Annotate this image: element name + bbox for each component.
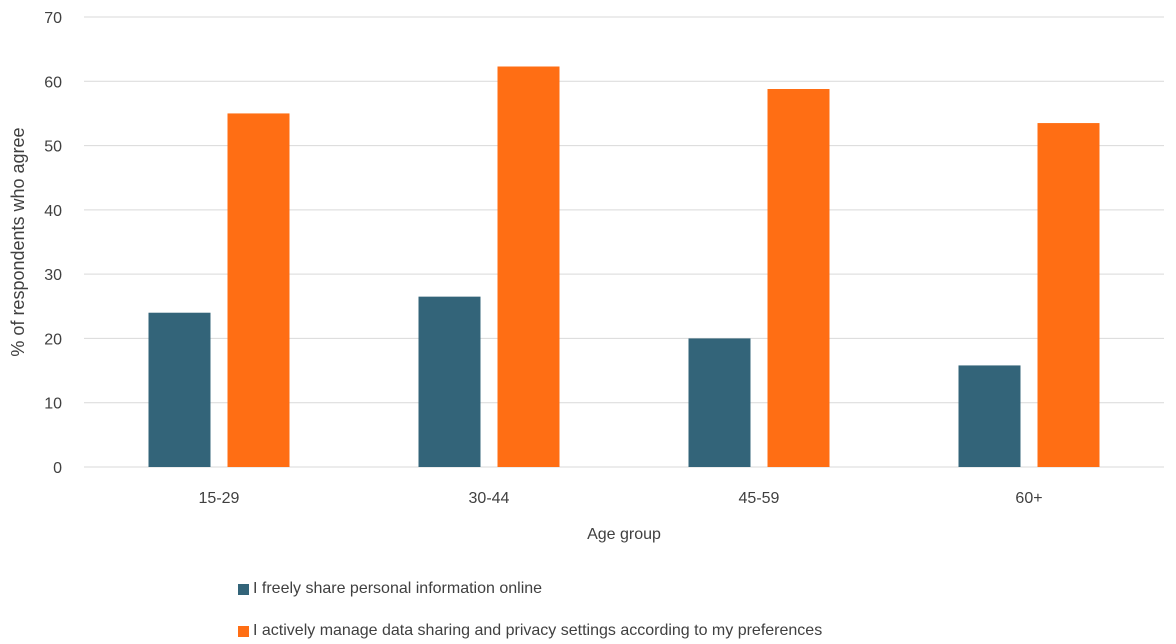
y-tick-label: 10 <box>44 396 62 413</box>
legend-swatch-manage <box>238 625 249 637</box>
x-axis-label: Age group <box>587 526 661 543</box>
y-axis-ticks: 0 10 20 30 40 50 60 70 <box>44 10 62 477</box>
legend-swatch-share <box>238 583 249 595</box>
y-axis-label: % of respondents who agree <box>8 127 28 356</box>
y-tick-label: 20 <box>44 331 62 348</box>
bar-share-45-59 <box>688 338 751 467</box>
legend-label-share: I freely share personal information onli… <box>253 580 543 597</box>
x-axis-ticks: 15-29 30-44 45-59 60+ <box>199 490 1043 507</box>
bar-share-60+ <box>958 365 1021 467</box>
bar-manage-45-59 <box>767 89 830 467</box>
legend-item-manage: I actively manage data sharing and priva… <box>238 622 822 640</box>
bar-manage-30-44 <box>497 66 560 467</box>
x-tick-label: 30-44 <box>469 490 510 507</box>
bar-manage-60+ <box>1037 123 1100 468</box>
y-tick-label: 40 <box>44 203 62 220</box>
y-tick-label: 0 <box>53 460 62 477</box>
y-tick-label: 50 <box>44 139 62 156</box>
bar-share-15-29 <box>148 312 211 467</box>
legend-label-manage: I actively manage data sharing and priva… <box>253 622 823 639</box>
x-tick-label: 15-29 <box>199 490 240 507</box>
y-tick-label: 70 <box>44 10 62 27</box>
y-tick-label: 60 <box>44 74 62 91</box>
x-tick-label: 60+ <box>1015 490 1042 507</box>
bar-share-30-44 <box>418 296 481 467</box>
bars <box>148 66 1100 468</box>
x-tick-label: 45-59 <box>739 490 780 507</box>
bar-manage-15-29 <box>227 113 290 467</box>
legend-item-share: I freely share personal information onli… <box>238 580 542 598</box>
y-tick-label: 30 <box>44 267 62 284</box>
